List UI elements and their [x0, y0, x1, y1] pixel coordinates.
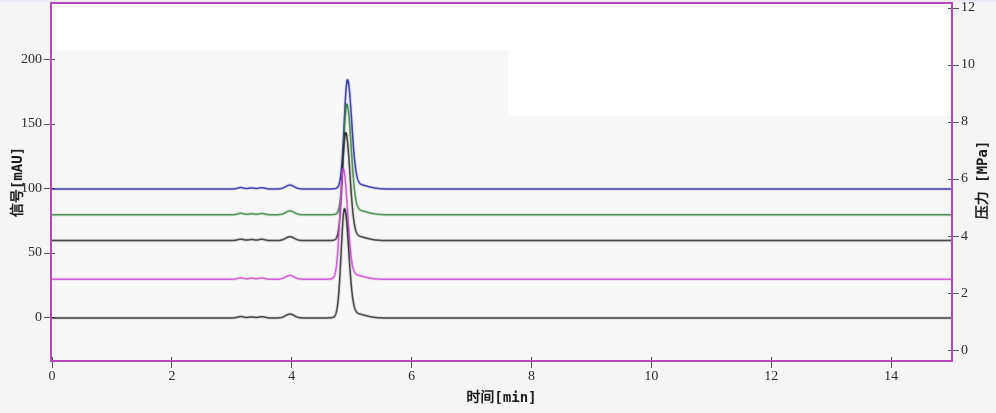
y-right-axis-tick — [948, 236, 959, 238]
y-right-axis-tick — [948, 64, 959, 66]
x-axis-tick — [171, 357, 173, 368]
y-right-axis-tick-label: 6 — [961, 171, 968, 187]
x-axis-tick-label: 6 — [408, 369, 416, 384]
y-left-axis-tick-label: 200 — [21, 51, 42, 67]
x-axis-tick — [770, 357, 772, 368]
y-right-axis-tick-label: 8 — [961, 114, 968, 130]
x-axis-tick — [291, 357, 293, 368]
y-right-axis-tick — [948, 121, 959, 123]
y-axis-right-title: 压力 [MPa] — [975, 140, 991, 220]
window-top-strip — [0, 0, 996, 2]
x-axis-tick-label: 10 — [644, 369, 659, 384]
chromatogram-plot-area[interactable] — [52, 4, 951, 360]
y-left-axis-tick-label: 150 — [21, 116, 42, 132]
y-right-axis-tick-label: 4 — [961, 228, 968, 244]
x-axis-title: 时间[min] — [466, 390, 537, 406]
y-left-axis-tick — [44, 59, 55, 61]
x-axis-tick-label: 4 — [288, 369, 296, 384]
x-axis-tick — [411, 357, 413, 368]
x-axis-tick — [51, 357, 53, 368]
x-axis-tick — [890, 357, 892, 368]
y-left-axis-tick — [44, 317, 55, 319]
y-right-axis-tick-label: 12 — [961, 0, 975, 15]
y-right-axis-tick — [948, 178, 959, 180]
y-right-axis-tick — [948, 350, 959, 352]
y-left-axis-tick — [44, 123, 55, 125]
y-left-axis-tick-label: 100 — [21, 180, 42, 196]
y-right-axis-tick — [948, 7, 959, 9]
x-axis-tick — [530, 357, 532, 368]
y-left-axis-tick — [44, 252, 55, 254]
y-right-axis-tick-label: 10 — [961, 57, 975, 73]
x-axis-tick-label: 8 — [527, 369, 535, 384]
x-axis-tick-label: 14 — [884, 369, 899, 384]
x-axis-tick — [650, 357, 652, 368]
y-axis-left-title: 信号[mAU] — [10, 146, 26, 218]
y-right-axis-tick — [948, 293, 959, 295]
x-axis-tick-label: 2 — [168, 369, 176, 384]
y-right-axis-tick-label: 0 — [961, 342, 968, 358]
y-left-axis-tick-label: 0 — [35, 309, 42, 325]
y-left-axis-tick-label: 50 — [28, 245, 42, 261]
y-right-axis-tick-label: 2 — [961, 285, 968, 301]
y-left-axis-tick — [44, 188, 55, 190]
x-axis-tick-label: 12 — [764, 369, 779, 384]
x-axis-tick-label: 0 — [48, 369, 56, 384]
